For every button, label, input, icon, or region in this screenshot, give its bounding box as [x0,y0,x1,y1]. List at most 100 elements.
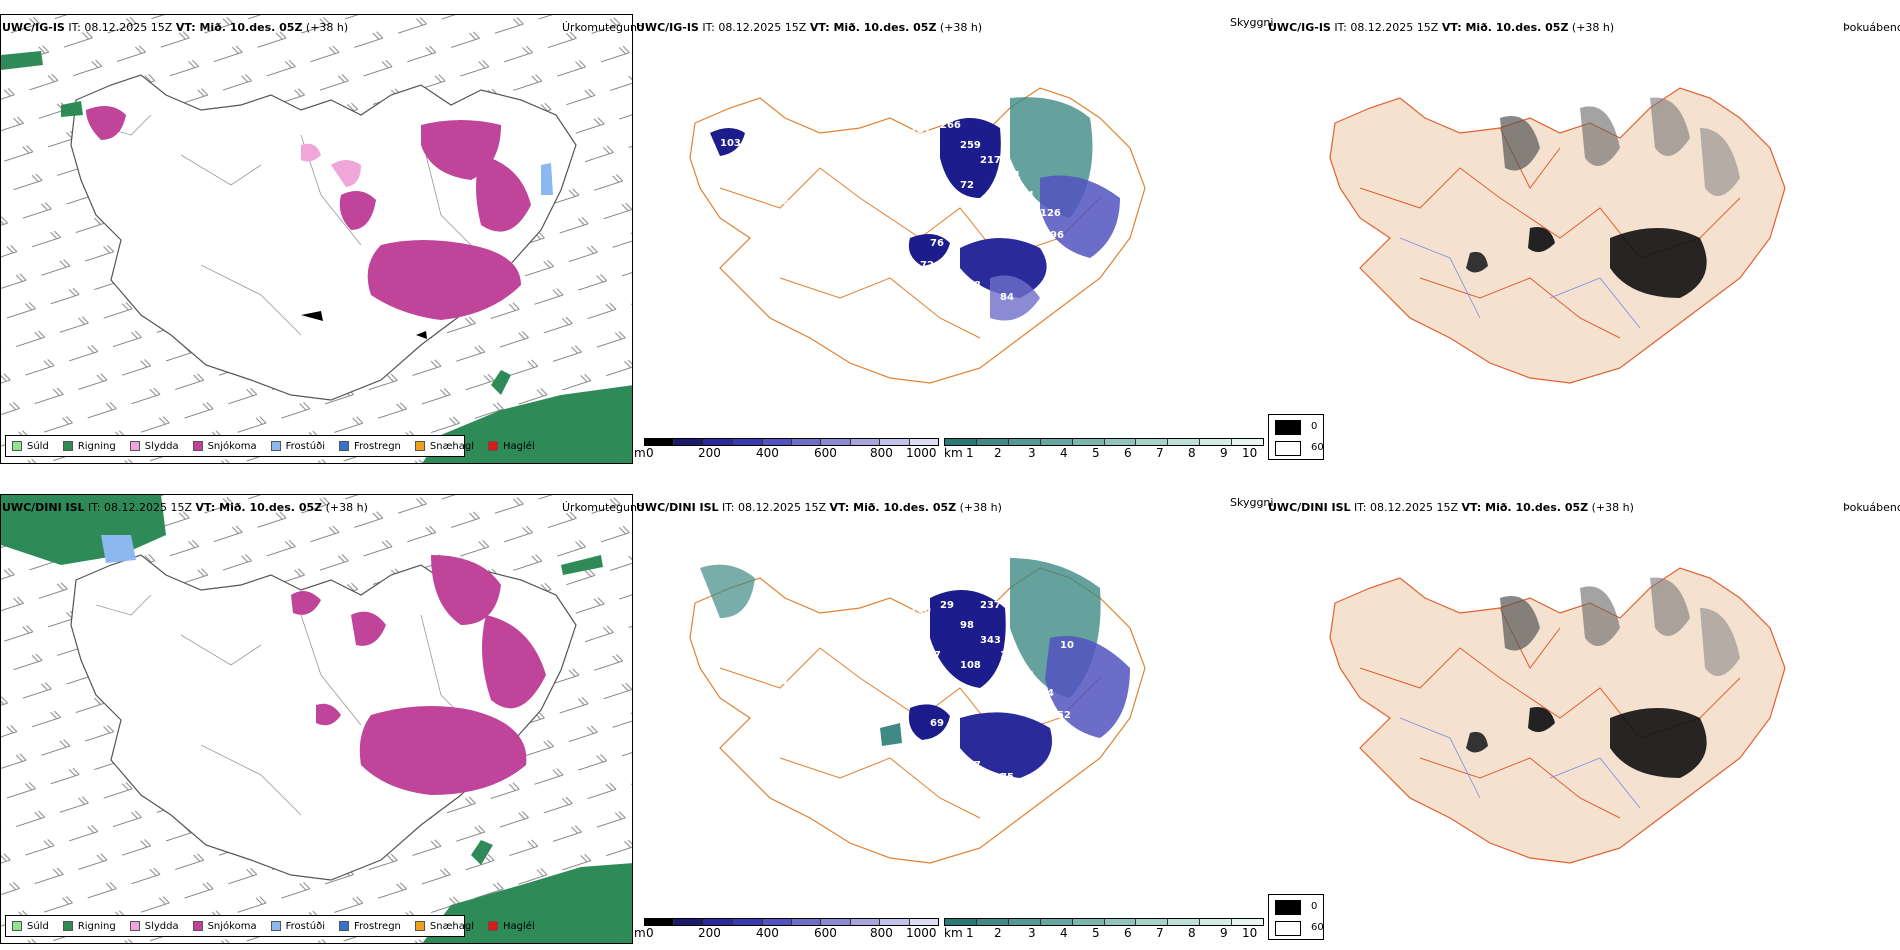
visibility-value-label: 84 [790,742,804,753]
visibility-value-label: 257 [890,620,911,631]
vis-tick: 7 [1156,446,1164,460]
height-tick: 0 [646,446,654,460]
height-tick: 1000 [906,926,937,940]
visibility-value-label: 84 [1040,688,1054,699]
visibility-value-label: 126 [1040,208,1061,219]
height-tick: 200 [698,446,721,460]
vis-tick: 6 [1124,446,1132,460]
fog-dark-label: 0 [1311,901,1318,912]
vis-color-cell [945,439,977,445]
visibility-value-label: 69 [930,718,944,729]
fog-light-label: 60 [1311,922,1324,933]
legend-swatch [62,441,73,451]
vis-color-cell [1232,439,1264,445]
vis-color-cell [976,919,1009,925]
visibility-value-label: 92 [875,822,889,833]
init-time: IT: 08.12.2025 15Z [1334,21,1439,34]
height-color-cell [909,919,939,925]
legend-label: Frostregn [354,440,401,452]
visibility-value-label: 266 [940,120,961,131]
height-color-cell [762,919,793,925]
visibility-value-label: 57 [775,676,789,687]
visibility-value-label: 76 [930,238,944,249]
lead-time: (+38 h) [305,21,349,34]
valid-time: VT: Mið. 10.des. 05Z [1461,501,1589,514]
legend-item: Rigning [62,440,116,452]
height-colorbar: m 0 200 400 600 800 1000 [634,918,939,942]
visibility-value-label: 343 [980,635,1001,646]
visibility-value-label: 73 [778,640,792,651]
init-time: IT: 08.12.2025 15Z [702,21,807,34]
precip-legend: Súld Rigning Slydda Snjókoma Frostúði Fr… [5,435,535,457]
visibility-value-label: 160 [910,605,931,616]
visibility-value-label: 52 [840,148,854,159]
height-color-cell [850,439,881,445]
visibility-value-label: 181 [920,740,941,751]
visibility-value-label: 51 [820,140,834,151]
vis-tick: 2 [994,446,1002,460]
vis-tick: 9 [1220,446,1228,460]
init-time: IT: 08.12.2025 15Z [68,21,173,34]
vis-color-cell [1104,439,1137,445]
legend-label: Snjókoma [207,920,257,932]
vis-tick: 6 [1124,926,1132,940]
fog-light-label: 60 [1311,442,1324,453]
vis-color-cell [1104,919,1137,925]
visibility-value-label: 65 [788,140,802,151]
model-name: UWC/IG-IS [2,21,65,34]
model-name: UWC/DINI ISL [2,501,85,514]
vis-color-cell [1040,439,1073,445]
visibility-value-label: 86 [830,245,844,256]
height-colorbar: m 0 200 400 600 800 1000 [634,438,939,462]
visibility-value-label: 48 [920,170,934,181]
model-name: UWC/IG-IS [636,21,699,34]
height-color-cell [645,919,675,925]
visibility-value-label: 80 [788,620,802,631]
visibility-value-label: 103 [720,138,741,149]
visibility-value-label: 367 [960,760,981,771]
vis-tick: 2 [994,926,1002,940]
visibility-value-label: 163 [890,265,911,276]
visibility-value-label: 42 [800,630,814,641]
vis-tick: 5 [1092,446,1100,460]
visibility-value-label: 84 [1020,190,1034,201]
vis-title: Skyggni [1230,16,1274,29]
init-time: IT: 08.12.2025 15Z [1354,501,1459,514]
legend-swatch [488,921,499,931]
height-color-cell [762,439,793,445]
height-color-cell [880,919,910,925]
visibility-value-label: 159 [860,610,881,621]
valid-time: VT: Mið. 10.des. 05Z [175,21,303,34]
visibility-value-label: 63 [890,140,904,151]
legend-item: Haglél [488,441,535,452]
init-time: IT: 08.12.2025 15Z [722,501,827,514]
legend-swatch [488,441,499,451]
height-color-cell [703,439,734,445]
precip-type-panel: Súld Rigning Slydda Snjókoma Frostúði Fr… [0,14,633,464]
height-tick: 400 [756,446,779,460]
visibility-value-label: 80 [860,735,874,746]
height-color-cell [733,439,763,445]
visibility-value-label: 140 [1000,650,1021,661]
fog-legend: 0 60 [1268,414,1324,460]
legend-label: Haglél [503,440,535,452]
fog-light-swatch [1275,441,1301,456]
fog-legend: 0 60 [1268,894,1324,940]
height-color-cell [909,439,939,445]
legend-label: Rigning [77,440,116,452]
vis-color-cell [1008,439,1041,445]
precip-title: Úrkomutegund [562,501,644,514]
visibility-value-label: 67 [770,126,784,137]
model-name: UWC/DINI ISL [1268,501,1351,514]
vis-tick: 10 [1242,446,1258,460]
legend-label: Súld [27,440,49,452]
vis-tick: 7 [1156,926,1164,940]
visibility-value-label: 20 [720,618,734,629]
height-color-cell [880,439,910,445]
legend-item: Slydda [129,921,179,932]
legend-item: Snæhagl [414,441,474,452]
vis-tick: 8 [1188,926,1196,940]
visibility-value-label: 4 [875,342,882,353]
visibility-value-label: 58 [820,620,834,631]
legend-label: Haglél [503,920,535,932]
